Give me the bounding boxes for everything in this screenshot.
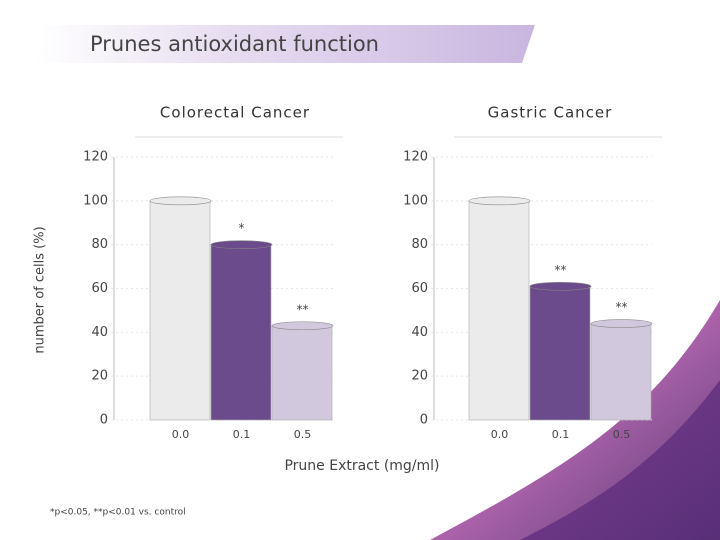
annotation: ** (555, 263, 567, 277)
y-tick-label: 120 (83, 150, 108, 165)
x-tick-label: 0.1 (233, 428, 251, 441)
bar (149, 200, 211, 421)
y-tick-label: 100 (403, 193, 428, 208)
annotation: ** (297, 302, 309, 316)
y-tick-label: 20 (411, 369, 428, 384)
annotation: * (239, 221, 245, 235)
decoration (520, 380, 720, 540)
y-tick-label: 120 (403, 150, 428, 165)
y-tick-label: 60 (91, 281, 108, 296)
chart-title: Colorectal Cancer (160, 104, 310, 122)
footnote: *p<0.05, **p<0.01 vs. control (50, 508, 186, 518)
bar-top (529, 282, 592, 291)
x-tick-label: 0.5 (613, 428, 631, 441)
y-tick-label: 0 (420, 413, 428, 428)
annotation: ** (616, 300, 628, 314)
bar (468, 200, 530, 421)
bar (271, 325, 333, 421)
slide-title: Prunes antioxidant function (90, 32, 379, 56)
bar-top (468, 196, 531, 206)
bar (590, 323, 652, 421)
y-tick-label: 60 (411, 281, 428, 296)
bar-top (590, 319, 653, 328)
chart-title: Gastric Cancer (488, 104, 613, 122)
y-tick-label: 80 (91, 237, 108, 252)
title-banner (35, 25, 535, 63)
y-axis-label: number of cells (%) (33, 226, 48, 353)
x-tick-label: 0.0 (172, 428, 190, 441)
y-tick-label: 20 (91, 369, 108, 384)
x-tick-label: 0.1 (552, 428, 570, 441)
x-axis-label: Prune Extract (mg/ml) (284, 458, 439, 474)
y-tick-label: 80 (411, 237, 428, 252)
bar-top (210, 240, 273, 249)
bar-top (271, 321, 334, 331)
y-tick-label: 40 (411, 325, 428, 340)
bar-top (149, 196, 212, 206)
x-tick-label: 0.0 (491, 428, 509, 441)
bar (210, 244, 272, 421)
bar (529, 286, 591, 421)
y-tick-label: 0 (100, 413, 108, 428)
y-tick-label: 40 (91, 325, 108, 340)
x-tick-label: 0.5 (294, 428, 312, 441)
y-tick-label: 100 (83, 193, 108, 208)
